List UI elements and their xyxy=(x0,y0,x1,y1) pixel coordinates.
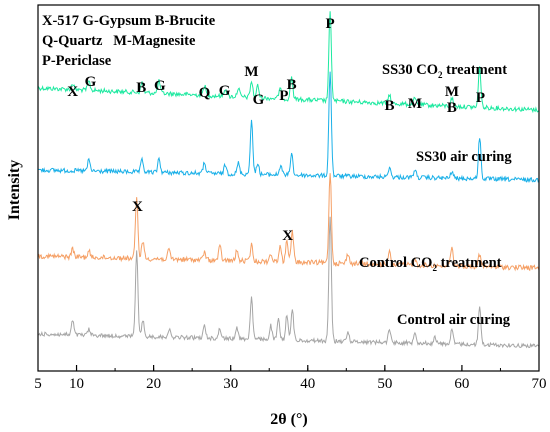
y-axis-title: Intensity xyxy=(6,160,23,220)
peak-label: M xyxy=(445,84,459,100)
peak-label: G xyxy=(253,92,265,108)
x-tick-label: 10 xyxy=(69,376,84,392)
x-tick-label: 20 xyxy=(146,376,161,392)
peak-label: X xyxy=(132,199,143,215)
peak-label: B xyxy=(447,100,457,116)
peak-label: X xyxy=(282,228,293,244)
peak-label: P xyxy=(476,90,485,106)
peak-label: M xyxy=(408,96,422,112)
series-label-ss30-co2: SS30 CO2 treatment xyxy=(382,62,507,80)
legend-line-3: P-Periclase xyxy=(42,53,112,69)
peak-label: P xyxy=(279,88,288,104)
x-tick-label: 40 xyxy=(300,376,315,392)
peak-label: M xyxy=(244,64,258,80)
peak-label: P xyxy=(326,16,335,32)
peak-label: Q xyxy=(199,85,211,101)
x-tick-label: 70 xyxy=(532,376,547,392)
legend-line-1: X-517 G-Gypsum B-Brucite xyxy=(42,13,216,29)
series-label-ss30-co2-sub: 2 xyxy=(438,70,443,80)
series-line-2 xyxy=(37,173,540,272)
series-label-control-air: Control air curing xyxy=(397,312,511,328)
peak-label: B xyxy=(384,98,394,114)
series-labels: SS30 CO2 treatment SS30 air curing Contr… xyxy=(359,62,512,328)
series-label-ss30-co2-tail: treatment xyxy=(443,62,508,78)
x-tick-label: 60 xyxy=(454,376,469,392)
x-axis-title: 2θ (°) xyxy=(270,411,307,428)
peak-label: B xyxy=(136,80,146,96)
series-label-ss30-air: SS30 air curing xyxy=(416,149,512,165)
x-tick-label: 30 xyxy=(223,376,238,392)
series-label-ss30-co2-main: SS30 CO xyxy=(382,62,438,78)
x-tick-label: 5 xyxy=(34,376,42,392)
series-label-control-co2: Control CO2 treatment xyxy=(359,255,502,273)
series-label-control-co2-sub: 2 xyxy=(432,263,437,273)
series-line-1 xyxy=(37,71,540,183)
series-label-control-co2-tail: treatment xyxy=(437,255,502,271)
peak-label: G xyxy=(219,83,231,99)
plot-frame xyxy=(37,4,540,372)
peak-label: B xyxy=(287,77,297,93)
peak-label: X xyxy=(67,84,78,100)
peak-label: G xyxy=(85,74,97,90)
series-label-control-co2-main: Control CO xyxy=(359,255,432,271)
legend: X-517 G-Gypsum B-Brucite Q-Quartz M-Magn… xyxy=(42,13,216,69)
series-layer xyxy=(37,11,540,349)
ticks-layer: 5 10 20 30 40 50 60 70 xyxy=(34,365,547,392)
peak-label: G xyxy=(154,78,166,94)
legend-line-2: Q-Quartz M-Magnesite xyxy=(42,33,196,49)
x-tick-label: 50 xyxy=(377,376,392,392)
series-line-3 xyxy=(37,216,540,349)
series-line-0 xyxy=(37,11,540,114)
